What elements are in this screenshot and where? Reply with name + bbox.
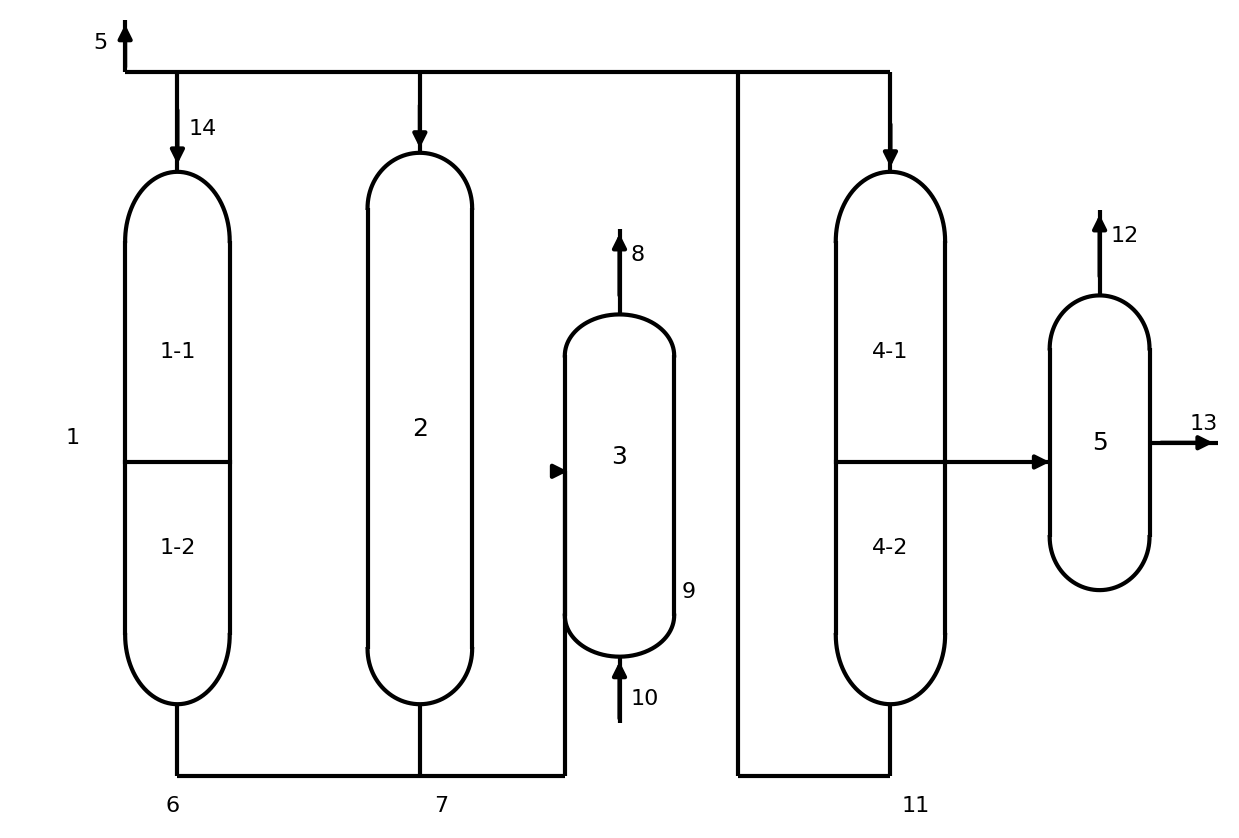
- Text: 13: 13: [1189, 414, 1218, 434]
- Text: 5: 5: [94, 34, 108, 54]
- Text: 1: 1: [66, 428, 79, 448]
- Text: 1-2: 1-2: [160, 539, 196, 558]
- Text: 4-1: 4-1: [872, 342, 908, 361]
- Text: 11: 11: [902, 796, 930, 816]
- Text: 1-1: 1-1: [160, 342, 196, 361]
- Text: 12: 12: [1111, 226, 1139, 246]
- Text: 9: 9: [681, 582, 696, 602]
- Text: 8: 8: [631, 246, 646, 266]
- Text: 7: 7: [434, 796, 449, 816]
- Text: 5: 5: [1092, 431, 1108, 455]
- Text: 2: 2: [411, 416, 427, 441]
- Text: 6: 6: [166, 796, 180, 816]
- Text: 14: 14: [188, 119, 217, 139]
- Text: 4-2: 4-2: [872, 539, 908, 558]
- Text: 3: 3: [612, 445, 627, 469]
- Text: 10: 10: [631, 690, 659, 710]
